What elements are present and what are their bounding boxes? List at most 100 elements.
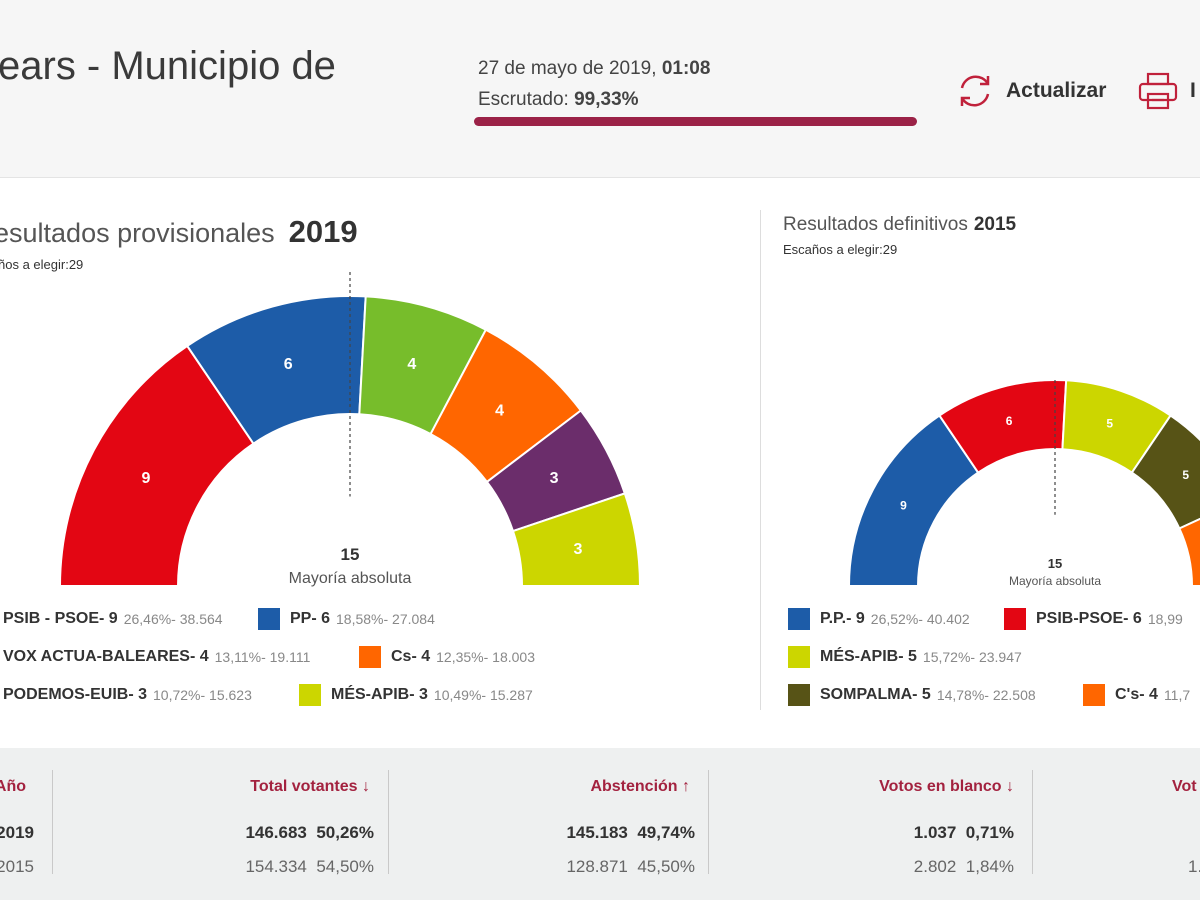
legend-party-name: PSIB - PSOE- 9	[3, 610, 118, 627]
seat-segment-c-s[interactable]	[1178, 500, 1200, 587]
hemicycle-chart-2019: 9 6 4 4 3 3	[58, 272, 642, 587]
legend-item[interactable]: C's- 4 11,7	[1083, 684, 1190, 706]
cell-total-voters-2019: 146.683 50,26%	[245, 823, 374, 842]
seat-segment-m-s-apib[interactable]	[511, 492, 642, 587]
cell-year-2015: 2015	[0, 857, 34, 876]
legend-party-name: MÉS-APIB- 5	[820, 648, 917, 665]
legend-item[interactable]: SOMPALMA- 5 14,78%- 22.508	[788, 684, 1036, 706]
legend-item[interactable]: PP- 6 18,58%- 27.084	[258, 608, 435, 630]
scrutinized-progress-bar	[474, 117, 917, 126]
legend-item[interactable]: PSIB-PSOE- 6 18,99	[1004, 608, 1183, 630]
seat-count-label: 4	[495, 402, 504, 419]
chart-year: 2015	[973, 214, 1017, 235]
legend-party-name: PP- 6	[290, 610, 331, 627]
legend-party-name: SOMPALMA- 5	[820, 686, 931, 703]
legend-item[interactable]: MÉS-APIB- 3 10,49%- 15.287	[299, 684, 533, 706]
legend-party-name: PODEMOS-EUIB- 3	[3, 686, 148, 703]
seat-count-label: 9	[141, 470, 150, 487]
legend-stats: 10,72%- 15.623	[153, 687, 252, 703]
seat-count-label: 6	[284, 356, 293, 373]
legend-swatch	[1004, 608, 1026, 630]
column-divider	[1032, 770, 1033, 874]
cell-abstention-2019: 145.183 49,74%	[566, 823, 695, 842]
seat-count-label: 9	[900, 499, 907, 513]
legend-item[interactable]: PODEMOS-EUIB- 3 10,72%- 15.623	[0, 684, 252, 706]
legend-swatch	[1083, 684, 1105, 706]
header-abstention[interactable]: Abstención ↑	[590, 778, 690, 795]
chart-title-text: Resultados definitivos	[783, 214, 968, 235]
update-timestamp: 27 de mayo de 2019, 01:08	[478, 58, 710, 80]
legend-stats: 18,99	[1147, 611, 1183, 627]
legend-item[interactable]: Cs- 4 12,35%- 18.003	[359, 646, 535, 668]
refresh-icon	[960, 75, 990, 107]
legend-party-name: Cs- 4	[391, 648, 431, 665]
cell-year-2019: 2019	[0, 823, 34, 842]
print-label: I	[1190, 79, 1196, 102]
refresh-label: Actualizar	[1006, 79, 1107, 102]
chart-title-text: esultados provisionales	[0, 218, 275, 248]
header-year: Año	[0, 778, 26, 795]
legend-stats: 26,52%- 40.402	[870, 611, 970, 627]
seats-label: Escaños a elegir:29	[783, 242, 898, 257]
legend-swatch	[258, 608, 280, 630]
legend-stats: 13,11%- 19.111	[214, 649, 311, 665]
legend-stats: 12,35%- 18.003	[436, 649, 535, 665]
header-bar: ears - Municipio de 27 de mayo de 2019, …	[0, 0, 1200, 178]
legend-party-name: P.P.- 9	[820, 610, 865, 627]
majority-label: Mayoría absoluta	[288, 570, 412, 587]
legend-swatch	[788, 608, 810, 630]
legend-item[interactable]: P.P.- 9 26,52%- 40.402	[788, 608, 970, 630]
legend-swatch	[359, 646, 381, 668]
seats-label: ños a elegir:29	[0, 257, 84, 272]
legend-stats: 10,49%- 15.287	[433, 687, 533, 703]
scrutinized-value: 99,33%	[574, 89, 639, 110]
scrutinized-status: Escrutado: 99,33%	[478, 89, 639, 111]
printer-icon	[1138, 72, 1178, 110]
print-button[interactable]: I	[1136, 70, 1196, 112]
legend-party-name: PSIB-PSOE- 6	[1036, 610, 1142, 627]
majority-value: 15	[1047, 556, 1063, 571]
majority-label: Mayoría absoluta	[1008, 574, 1102, 588]
seat-segment-sompalma[interactable]	[1130, 414, 1200, 530]
legend-item[interactable]: MÉS-APIB- 5 15,72%- 23.947	[788, 646, 1022, 668]
legend-swatch	[788, 684, 810, 706]
seat-count-label: 3	[574, 541, 583, 558]
legend-stats: 26,46%- 38.564	[123, 611, 223, 627]
refresh-button[interactable]: Actualizar	[954, 70, 1106, 112]
legend-swatch	[299, 684, 321, 706]
header-null-votes[interactable]: Vot	[1172, 778, 1197, 795]
legend-item[interactable]: VOX ACTUA-BALEARES- 4 13,11%- 19.111	[0, 646, 310, 668]
header-total-voters[interactable]: Total votantes ↓	[250, 778, 370, 795]
seat-count-label: 4	[407, 356, 416, 373]
legend-stats: 14,78%- 22.508	[936, 687, 1036, 703]
cell-null: 1.	[1188, 857, 1200, 876]
seat-count-label: 6	[1006, 414, 1013, 428]
page-title: ears - Municipio de	[0, 44, 336, 88]
chart-2015-title: Resultados definitivos 2015	[783, 214, 1016, 236]
participation-table: Año Total votantes ↓ Abstención ↑ Votos …	[0, 748, 1200, 900]
date-text: 27 de mayo de 2019,	[478, 58, 662, 79]
seat-count-label: 5	[1106, 416, 1113, 430]
hemicycle-chart-2015: 96554	[847, 379, 1200, 587]
column-divider	[52, 770, 53, 874]
divider	[760, 210, 761, 710]
legend-party-name: C's- 4	[1115, 686, 1158, 703]
cell-total-voters-2015: 154.334 54,50%	[245, 857, 374, 876]
legend-stats: 11,7	[1163, 687, 1191, 703]
cell-blank-2015: 2.802 1,84%	[913, 857, 1014, 876]
time-text: 01:08	[661, 58, 711, 79]
legend-item[interactable]: PSIB - PSOE- 9 26,46%- 38.564	[0, 608, 223, 630]
legend-party-name: MÉS-APIB- 3	[331, 686, 428, 703]
chart-year: 2019	[288, 214, 358, 249]
cell-blank-2019: 1.037 0,71%	[913, 823, 1014, 842]
seat-count-label: 5	[1182, 468, 1189, 482]
majority-value: 15	[340, 545, 360, 564]
scrutinized-label: Escrutado:	[478, 89, 575, 110]
header-blank-votes[interactable]: Votos en blanco ↓	[879, 778, 1014, 795]
legend-stats: 18,58%- 27.084	[336, 611, 435, 627]
column-divider	[708, 770, 709, 874]
chart-2019-title: esultados provisionales 2019	[0, 214, 358, 250]
column-divider	[388, 770, 389, 874]
legend-stats: 15,72%- 23.947	[922, 649, 1022, 665]
